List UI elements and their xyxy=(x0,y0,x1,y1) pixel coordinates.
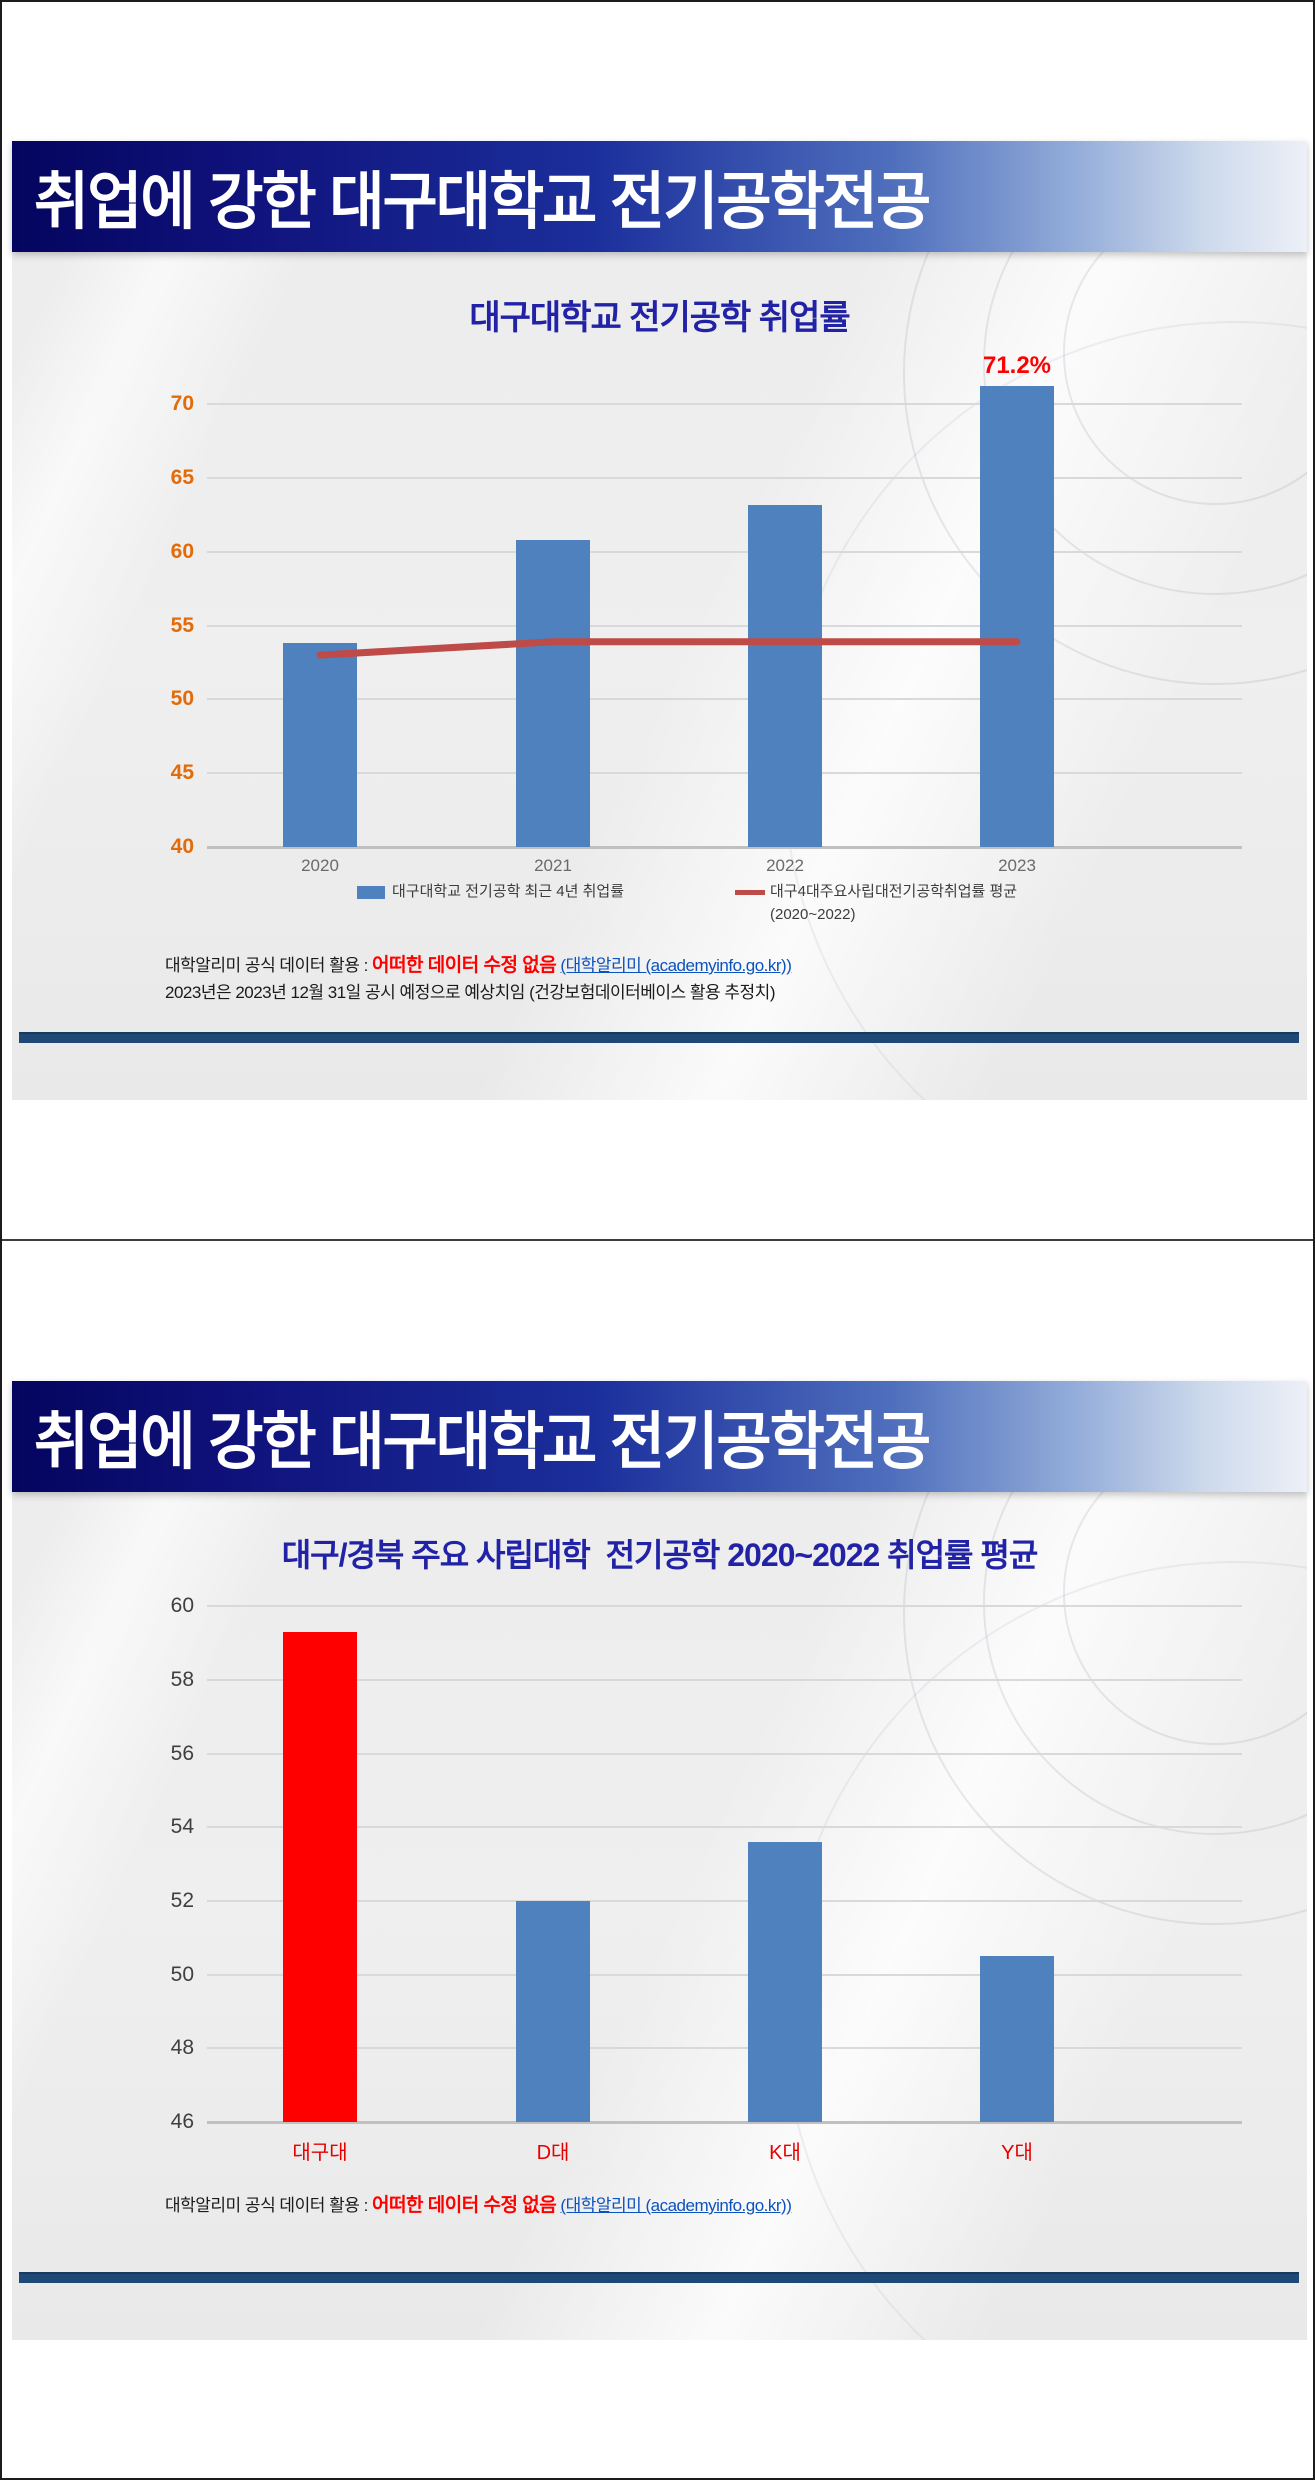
bottom-accent-bar xyxy=(19,2272,1299,2283)
x-axis-label-대구대: 대구대 xyxy=(292,2142,348,2164)
y-axis-label: 48 xyxy=(170,2036,194,2060)
footnote-prefix: 대학알리미 공식 데이터 활용 : xyxy=(165,2196,373,2215)
slide-title-banner: 취업에 강한 대구대학교 전기공학전공 xyxy=(12,1381,1307,1492)
y-axis-label: 55 xyxy=(170,613,194,637)
chart-legend: 대구대학교 전기공학 최근 4년 취업률 대구4대주요사립대전기공학취업률 평균… xyxy=(2,878,1313,928)
footnote-line-1: 대학알리미 공식 데이터 활용 : 어떠한 데이터 수정 없음 (대학알리미 (… xyxy=(165,2190,792,2217)
y-axis-label: 60 xyxy=(170,539,194,563)
academyinfo-link[interactable]: (대학알리미 (academyinfo.go.kr)) xyxy=(560,2196,792,2215)
y-axis-label: 40 xyxy=(170,835,194,858)
gridline-46 xyxy=(207,2121,1242,2124)
y-axis-label: 60 xyxy=(170,1594,194,1618)
gridline-60 xyxy=(207,1605,1242,1608)
slide-1: 취업에 강한 대구대학교 전기공학전공 대구대학교 전기공학 취업률 40 45 5… xyxy=(2,2,1313,1240)
gridline-50 xyxy=(207,1973,1242,1976)
slide-2: 취업에 강한 대구대학교 전기공학전공 대구/경북 주요 사립대학 전기공학 2… xyxy=(2,1242,1313,2478)
bottom-accent-bar xyxy=(19,1032,1299,1043)
bar-2020 xyxy=(283,643,357,847)
footnote-emphasis: 어떠한 데이터 수정 없음 xyxy=(372,955,557,976)
gridline-58 xyxy=(207,1678,1242,1681)
x-axis-label-2021: 2021 xyxy=(534,856,572,875)
gridline-52 xyxy=(207,1899,1242,1902)
bar-2021 xyxy=(516,539,590,847)
gridline-55 xyxy=(207,624,1242,627)
y-axis-label: 58 xyxy=(170,1667,194,1691)
bar-Y대 xyxy=(980,1956,1054,2122)
slide-background xyxy=(12,1381,1307,2340)
x-axis-label-2023: 2023 xyxy=(998,856,1036,875)
gridline-56 xyxy=(207,1752,1242,1755)
x-axis-label-Y대: Y대 xyxy=(1001,2142,1033,2164)
academyinfo-link[interactable]: (대학알리미 (academyinfo.go.kr)) xyxy=(560,956,792,975)
y-axis-label: 50 xyxy=(170,1962,194,1986)
legend-swatch-line-series xyxy=(735,890,765,895)
footnote-line-2: 2023년은 2023년 12월 31일 공시 예정으로 예상치임 (건강보험데… xyxy=(165,983,776,1002)
gridline-48 xyxy=(207,2047,1242,2050)
footnote-line-1: 대학알리미 공식 데이터 활용 : 어떠한 데이터 수정 없음 (대학알리미 (… xyxy=(165,950,792,977)
footnote-prefix: 대학알리미 공식 데이터 활용 : xyxy=(165,956,373,975)
y-axis-label: 54 xyxy=(170,1815,194,1839)
data-label-annotation: 71.2% xyxy=(982,352,1052,379)
x-axis-label-2022: 2022 xyxy=(766,856,804,875)
chart-title: 대구/경북 주요 사립대학 전기공학 2020~2022 취업률 평균 xyxy=(281,1537,1039,1573)
y-axis-label: 45 xyxy=(170,761,194,785)
gridline-50 xyxy=(207,698,1242,701)
slide-title: 취업에 강한 대구대학교 전기공학전공 xyxy=(34,1406,931,1477)
gridline-60 xyxy=(207,550,1242,553)
chart-title: 대구대학교 전기공학 취업률 xyxy=(469,299,850,337)
slide-title-banner: 취업에 강한 대구대학교 전기공학전공 xyxy=(12,141,1307,252)
y-axis-label: 50 xyxy=(170,687,194,711)
gridline-65 xyxy=(207,477,1242,479)
footnote-emphasis: 어떠한 데이터 수정 없음 xyxy=(372,2195,557,2216)
y-axis-label: 52 xyxy=(170,1888,194,1912)
slide-background xyxy=(12,141,1307,1100)
x-axis-label-D대: D대 xyxy=(536,2142,570,2164)
gridline-54 xyxy=(207,1826,1242,1829)
y-axis-label: 65 xyxy=(170,466,194,489)
x-axis-label-2020: 2020 xyxy=(301,856,339,875)
bar-D대 xyxy=(516,1900,590,2122)
legend-swatch-bar-series xyxy=(357,886,385,899)
legend-label-bar-series: 대구대학교 전기공학 최근 4년 취업률 xyxy=(392,883,625,900)
legend-label-line-series: 대구4대주요사립대전기공학취업률 평균 xyxy=(770,883,1018,900)
bar-2023 xyxy=(980,386,1054,847)
y-axis-label: 46 xyxy=(170,2110,194,2133)
bar-대구대 xyxy=(283,1631,357,2122)
x-axis-label-K대: K대 xyxy=(769,2142,801,2164)
legend-sublabel-line-series: (2020~2022) xyxy=(770,906,856,923)
bar-2022 xyxy=(748,504,822,847)
y-axis-label: 70 xyxy=(170,392,194,416)
y-axis-label: 56 xyxy=(170,1741,194,1765)
gridline-45 xyxy=(207,772,1242,775)
slide-title: 취업에 강한 대구대학교 전기공학전공 xyxy=(34,166,931,237)
gridline-70 xyxy=(207,403,1242,406)
gridline-40 xyxy=(207,846,1242,849)
page-divider xyxy=(2,1239,1313,1241)
bar-K대 xyxy=(748,1841,822,2122)
